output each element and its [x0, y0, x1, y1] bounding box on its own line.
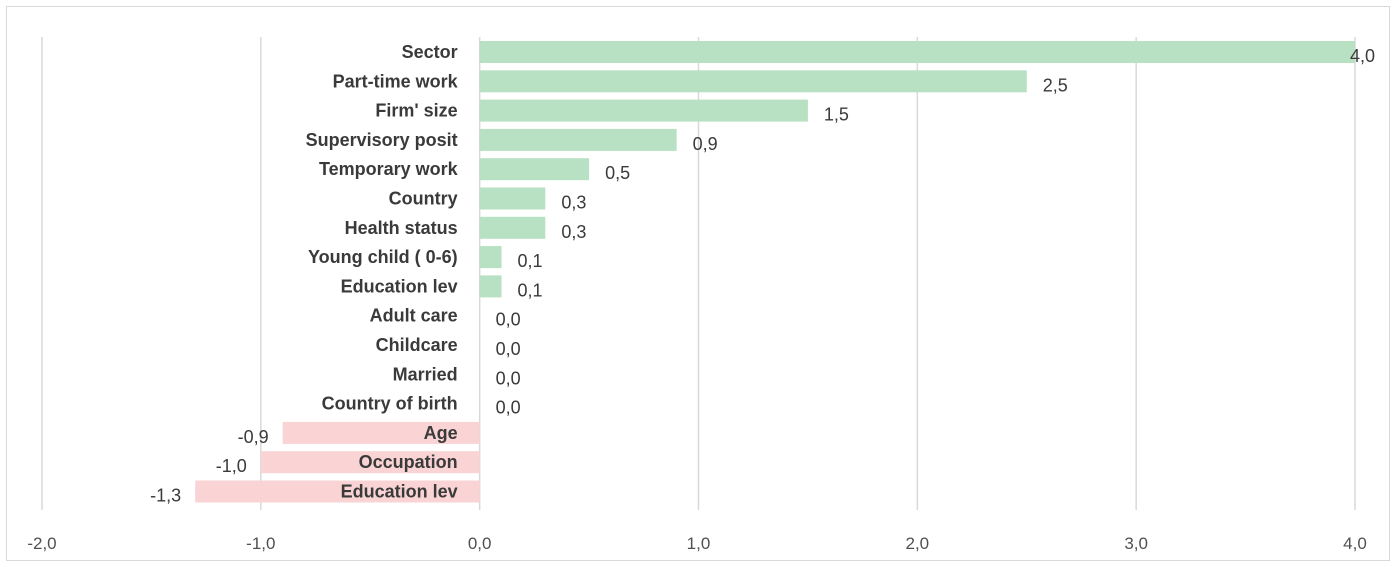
value-label: 0,5: [605, 163, 630, 183]
chart-frame: [6, 6, 1390, 561]
value-label: -1,0: [216, 456, 247, 476]
bars: [195, 41, 1356, 503]
value-label: 0,0: [496, 310, 521, 330]
bar: [479, 275, 502, 298]
bar: [479, 99, 808, 122]
category-label: Country: [389, 189, 458, 209]
x-tick-label: 0,0: [468, 534, 492, 553]
value-label: 0,0: [496, 339, 521, 359]
category-label: Age: [424, 423, 458, 443]
category-label: Childcare: [376, 335, 458, 355]
category-label: Country of birth: [322, 394, 458, 414]
bar: [479, 70, 1027, 93]
category-label: Occupation: [359, 452, 458, 472]
x-tick-label: 3,0: [1124, 534, 1148, 553]
bar: [479, 187, 546, 210]
value-label: 0,0: [496, 368, 521, 388]
category-label: Married: [393, 364, 458, 384]
category-label: Education lev: [341, 276, 458, 296]
x-tick-label: 1,0: [687, 534, 711, 553]
x-tick-label: -1,0: [246, 534, 275, 553]
value-label: 0,1: [518, 280, 543, 300]
x-tick-label: 2,0: [906, 534, 930, 553]
bar: [260, 451, 480, 474]
category-labels: Sector Part-time work Firm' size Supervisor…: [306, 42, 459, 502]
category-label: Supervisory posit: [306, 130, 458, 150]
value-label: 1,5: [824, 105, 849, 125]
value-label: 2,5: [1043, 75, 1068, 95]
value-label: 0,3: [561, 193, 586, 213]
bar: [479, 41, 1356, 63]
bar: [282, 421, 480, 444]
value-label: 0,0: [496, 398, 521, 418]
category-label: Young child ( 0-6): [308, 247, 458, 267]
value-label: -0,9: [238, 427, 269, 447]
bar: [195, 480, 480, 503]
value-label: 4,0: [1350, 46, 1375, 66]
category-label: Part-time work: [333, 71, 459, 91]
bar: [479, 246, 502, 269]
category-label: Health status: [345, 218, 458, 238]
value-label: 0,3: [561, 222, 586, 242]
category-label: Education lev: [341, 482, 458, 502]
category-label: Firm' size: [375, 101, 457, 121]
category-label: Sector: [402, 42, 458, 62]
x-axis-tick-labels: -2,0 -1,0 0,0 1,0 2,0 3,0 4,0: [27, 534, 1366, 553]
x-tick-label: -2,0: [27, 534, 56, 553]
value-label: 0,1: [518, 251, 543, 271]
bar: [479, 216, 546, 239]
bar: [479, 128, 677, 151]
x-tick-label: 4,0: [1343, 534, 1367, 553]
category-label: Temporary work: [319, 159, 459, 179]
value-label: -1,3: [150, 486, 181, 506]
value-labels: 4,0 2,5 1,5 0,9 0,5 0,3 0,3 0,1 0,1 0,0 0,0 0,0 0,0 -…: [150, 46, 1375, 506]
value-label: 0,9: [693, 134, 718, 154]
category-label: Adult care: [370, 306, 458, 326]
bar: [479, 158, 590, 181]
